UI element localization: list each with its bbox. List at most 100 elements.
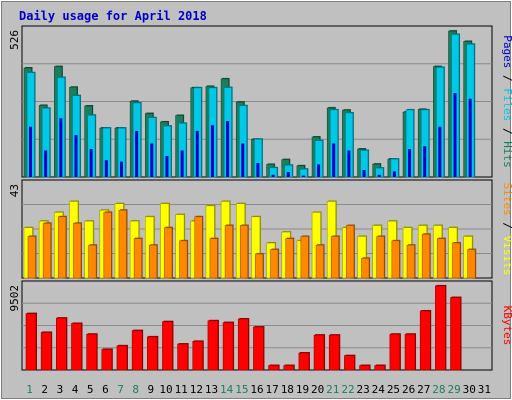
kbytes-bar-day-11-face	[177, 343, 188, 371]
sites-bar-day-26-face	[406, 244, 415, 279]
sites-bar-day-16	[255, 252, 264, 279]
kbytes-bar-day-13-face	[207, 320, 219, 371]
x-tick-label-day-18: 18	[281, 383, 294, 396]
pages-bar-day-22	[347, 150, 351, 177]
kbytes-bar-day-29	[450, 296, 462, 371]
x-tick-label-day-19: 19	[296, 383, 309, 396]
sites-bar-day-29	[452, 242, 462, 279]
kbytes-bar-day-22-face	[344, 355, 355, 371]
sites-bar-day-1-face	[27, 236, 36, 279]
kbytes-bar-day-23	[359, 364, 371, 371]
x-tick-label-day-12: 12	[190, 383, 203, 396]
sites-bar-day-13	[209, 237, 219, 279]
x-tick-label-day-27: 27	[417, 383, 430, 396]
sites-bar-day-2-face	[42, 223, 51, 279]
x-tick-label-day-31: 31	[478, 383, 491, 396]
middle-ymax-label: 43	[8, 184, 21, 197]
kbytes-bar-day-29-face	[450, 297, 461, 371]
sites-bar-day-28	[437, 237, 446, 279]
sites-bar-day-14	[224, 224, 234, 279]
sites-bar-day-24-face	[376, 236, 385, 279]
kbytes-bar-day-9	[146, 335, 159, 371]
sites-bar-day-30	[467, 248, 477, 279]
pages-bar-day-8	[135, 130, 139, 177]
sites-bar-day-27-face	[421, 233, 430, 279]
kbytes-bar-day-25-face	[389, 333, 401, 371]
legend-entry-sites: Sites	[501, 183, 512, 216]
legend-separator: /	[501, 68, 512, 88]
pages-bar-day-21	[332, 143, 336, 177]
sites-bar-day-7-face	[118, 209, 127, 279]
sites-bar-day-9-face	[148, 244, 158, 279]
kbytes-bar-day-4	[71, 322, 83, 371]
pages-bar-day-19	[301, 175, 305, 177]
kbytes-bar-day-1-face	[25, 313, 37, 371]
kbytes-bar-day-10	[162, 320, 174, 371]
kbytes-bar-day-23-face	[359, 365, 370, 371]
kbytes-bar-day-16	[253, 326, 265, 371]
sites-bar-day-16-face	[255, 253, 264, 279]
legend-separator: /	[501, 216, 512, 236]
kbytes-bar-day-11	[177, 343, 189, 371]
kbytes-bar-day-27-face	[419, 310, 431, 371]
x-tick-label-day-25: 25	[387, 383, 400, 396]
x-tick-label-day-29: 29	[447, 383, 460, 396]
kbytes-bar-day-21	[328, 334, 341, 371]
x-tick-label-day-15: 15	[235, 383, 248, 396]
x-tick-label-day-1: 1	[26, 383, 33, 396]
legend-entry-files: Files	[501, 88, 512, 121]
x-tick-label-day-24: 24	[372, 383, 386, 396]
x-tick-label-day-23: 23	[357, 383, 370, 396]
x-tick-label-day-7: 7	[117, 383, 124, 396]
x-tick-label-day-14: 14	[220, 383, 234, 396]
sites-bar-day-19	[300, 235, 310, 279]
sites-bar-day-24	[376, 235, 386, 279]
kbytes-bar-day-14	[222, 321, 235, 371]
pages-bar-day-28	[438, 126, 442, 177]
kbytes-bar-day-19	[298, 352, 310, 371]
kbytes-bar-day-4-face	[71, 323, 82, 371]
pages-bar-day-6	[104, 160, 108, 177]
pages-bar-day-12	[195, 130, 199, 177]
pages-bar-day-29	[453, 93, 457, 177]
kbytes-bar-day-8-face	[131, 330, 143, 371]
kbytes-bar-day-15-face	[237, 318, 249, 371]
sites-bar-day-6-face	[103, 212, 112, 279]
pages-bar-day-25	[392, 171, 396, 177]
sites-bar-day-22-face	[346, 225, 355, 279]
sites-bar-day-13-face	[209, 238, 218, 279]
sites-bar-day-12	[194, 215, 204, 279]
kbytes-bar-day-2-face	[40, 332, 52, 371]
kbytes-bar-day-3-face	[56, 317, 67, 371]
sites-bar-day-11	[179, 239, 189, 279]
x-tick-label-day-17: 17	[266, 383, 279, 396]
pages-bar-day-27	[423, 146, 427, 177]
sites-bar-day-9	[148, 244, 158, 279]
x-tick-label-day-20: 20	[311, 383, 324, 396]
sites-bar-day-27	[421, 233, 431, 279]
kbytes-bar-day-20-face	[313, 334, 325, 371]
middle-legend: Sites / Visits	[501, 183, 512, 276]
sites-bar-day-23-face	[361, 258, 370, 279]
sites-bar-day-22	[346, 224, 355, 279]
x-tick-label-day-28: 28	[432, 383, 445, 396]
x-tick-label-day-11: 11	[175, 383, 188, 396]
sites-bar-day-11-face	[179, 240, 188, 279]
kbytes-bar-day-19-face	[298, 352, 310, 371]
sites-bar-day-30-face	[467, 249, 476, 279]
kbytes-bar-day-5-face	[86, 333, 97, 371]
pages-bar-day-13	[210, 125, 214, 177]
kbytes-bar-day-15	[237, 318, 250, 371]
sites-bar-day-21	[330, 235, 340, 279]
bottom-panel: 9502 KBytes	[8, 280, 512, 371]
sites-bar-day-10-face	[164, 227, 173, 279]
top-ymax-label: 526	[8, 30, 21, 50]
pages-bar-day-15	[241, 143, 245, 177]
kbytes-bar-day-25	[389, 333, 401, 371]
pages-bar-day-4	[74, 135, 78, 177]
x-tick-label-day-5: 5	[87, 383, 94, 396]
chart-title: Daily usage for April 2018	[19, 9, 207, 23]
sites-bar-day-2	[42, 222, 52, 279]
x-tick-label-day-13: 13	[205, 383, 218, 396]
